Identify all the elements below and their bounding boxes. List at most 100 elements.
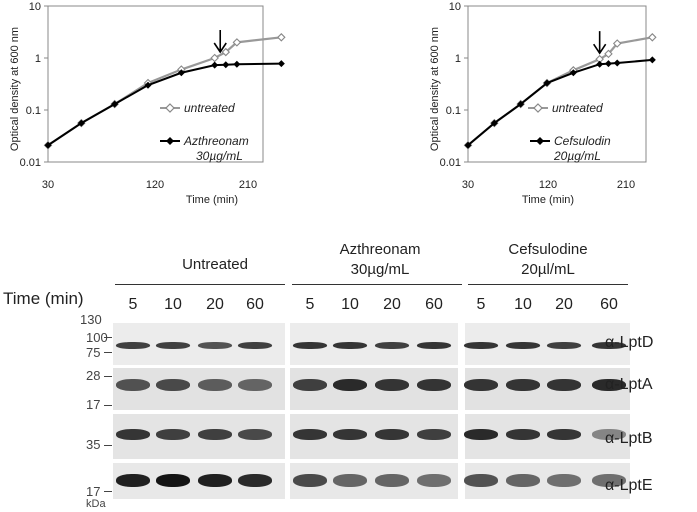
lane-label: 20 [555, 296, 573, 313]
data-point [210, 53, 219, 63]
y-tick-label: 10 [449, 1, 461, 13]
blot-band [156, 379, 190, 391]
mw-tick [104, 337, 112, 338]
blot-band [417, 428, 451, 440]
blot-band [116, 473, 150, 487]
mw-tick [104, 405, 112, 406]
legend-label-untreated: untreated [184, 101, 235, 115]
data-point [569, 69, 577, 77]
x-tick-label: 120 [146, 179, 164, 191]
legend-marker-filled-diamond [166, 137, 174, 145]
x-tick-label: 30 [462, 179, 474, 191]
blot-band [506, 379, 540, 391]
lane-label: 5 [128, 296, 138, 313]
legend-marker-open-diamond [165, 103, 175, 113]
condition-label-aztreonam: Azthreonam 30µg/mL [300, 240, 460, 280]
blot-band [293, 473, 327, 487]
blot-band [333, 379, 367, 391]
x-tick-label: 30 [42, 179, 54, 191]
blot-band [547, 473, 581, 487]
blot-band [198, 379, 232, 391]
blot-band [116, 379, 150, 391]
blot-band [592, 341, 626, 349]
blot-band [156, 341, 190, 349]
blot-band [464, 428, 498, 440]
antibody-label: α-LptB [605, 430, 653, 447]
blot-band [417, 473, 451, 487]
legend-label-drug: Cefsulodin [554, 134, 611, 148]
y-tick-label: 10 [29, 1, 41, 13]
condition-dose: 20µl/mL [521, 261, 575, 278]
condition-name: Azthreonam [339, 241, 421, 258]
x-axis-label: Time (min) [522, 194, 574, 206]
blot-band [375, 473, 409, 487]
mw-unit: kDa [86, 498, 106, 510]
data-point [464, 141, 472, 149]
data-point [111, 100, 119, 108]
antibody-label: α-LptD [605, 334, 654, 351]
growth-chart-aztreonam: Optical density at 600 nm Time (min) 10 … [9, 1, 286, 206]
blot-band [547, 379, 581, 391]
data-point [221, 47, 231, 57]
blot-band [464, 341, 498, 349]
time-axis-title: Time (min) [3, 289, 84, 308]
blot-band [592, 428, 626, 440]
blot-band [547, 341, 581, 349]
data-point [604, 49, 613, 59]
condition-bracket [292, 284, 462, 285]
mw-tick [104, 376, 112, 377]
arrow-marker [213, 30, 227, 54]
data-point [543, 79, 551, 87]
chart-marks [463, 5, 657, 163]
blot-band [333, 473, 367, 487]
data-point [211, 61, 219, 69]
blot-band [238, 341, 272, 349]
condition-bracket [468, 284, 628, 285]
blot-band [238, 379, 272, 391]
lane-label: 60 [246, 296, 264, 313]
blot-band [464, 473, 498, 487]
lane-label: 10 [164, 296, 182, 313]
blot-band [238, 428, 272, 440]
mw-tick [104, 352, 112, 353]
blot-band [417, 379, 451, 391]
blot-band [198, 473, 232, 487]
blot-band [592, 379, 626, 391]
legend-label-dose: 30µg/mL [196, 149, 243, 163]
chart-marks [43, 5, 286, 163]
blot-band [506, 341, 540, 349]
blot-band [417, 341, 451, 349]
growth-chart-cefsulodin: Optical density at 600 nm Time (min) 10 … [429, 1, 657, 206]
mw-marker: 75 [86, 345, 101, 360]
data-point [222, 61, 230, 69]
series-line-untreated [467, 36, 653, 147]
y-tick-label: 0.1 [26, 105, 41, 117]
data-point [490, 119, 498, 127]
mw-marker: 130 [80, 312, 102, 327]
legend-label-dose: 20µg/mL [553, 149, 601, 163]
data-point [517, 100, 525, 108]
data-point [144, 81, 152, 89]
legend-label-untreated: untreated [552, 101, 603, 115]
data-point [233, 60, 241, 68]
blot-band [293, 428, 327, 440]
antibody-label: α-LptE [605, 477, 653, 494]
growth-curve-charts: Optical density at 600 nm Time (min) 10 … [9, 1, 657, 206]
data-point [612, 39, 622, 48]
blot-band [506, 428, 540, 440]
condition-bracket [115, 284, 285, 285]
blot-band [464, 379, 498, 391]
y-tick-label: 0.01 [20, 157, 41, 169]
legend-label-drug: Azthreonam [183, 134, 249, 148]
arrow-marker [593, 31, 607, 55]
data-point [177, 69, 185, 77]
plot-area [467, 5, 647, 163]
mw-marker: 28 [86, 368, 101, 383]
condition-label-untreated: Untreated [140, 255, 290, 275]
y-axis-label: Optical density at 600 nm [429, 27, 441, 151]
blot-band [198, 341, 232, 349]
blot-band [375, 341, 409, 349]
lane-label: 10 [514, 296, 532, 313]
legend-marker-filled-diamond [536, 137, 544, 145]
blot-band [333, 428, 367, 440]
